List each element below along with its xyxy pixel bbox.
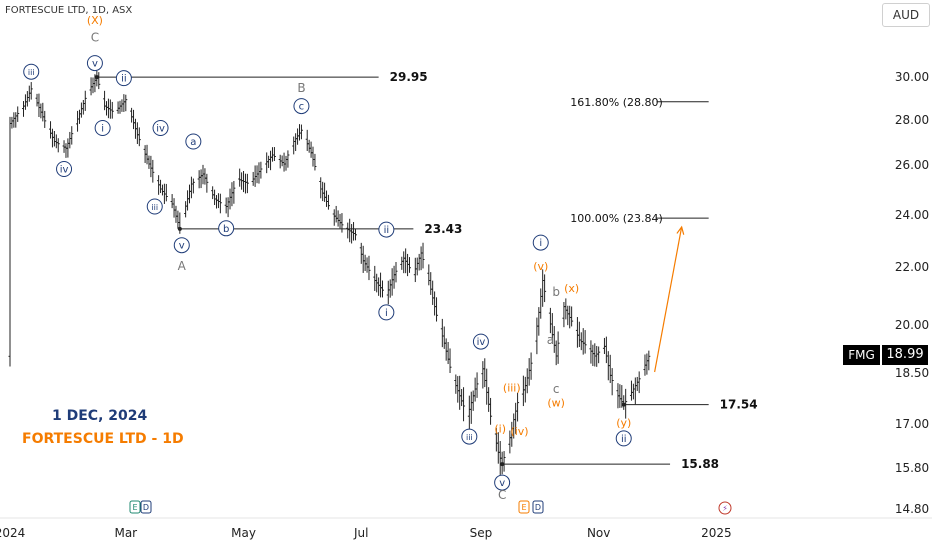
wave-label-circle bbox=[378, 221, 395, 238]
wave-label: v bbox=[92, 59, 98, 70]
projection-arrow-head bbox=[676, 225, 685, 235]
wave-label: ii bbox=[121, 74, 127, 85]
wave-label-circle bbox=[378, 304, 395, 321]
wave-label: v bbox=[499, 478, 505, 489]
x-tick-label: 2024 bbox=[0, 526, 25, 540]
earnings-icon-glyph: E bbox=[521, 503, 526, 512]
y-tick-label: 24.00 bbox=[895, 208, 929, 222]
y-tick-label: 14.80 bbox=[895, 502, 929, 516]
chart-title: FORTESCUE LTD, 1D, ASX bbox=[5, 5, 133, 16]
wave-label-circle bbox=[218, 220, 235, 237]
wave-label: iv bbox=[477, 337, 486, 348]
wave-label: (iv) bbox=[510, 425, 528, 438]
dividend-icon-glyph: D bbox=[143, 503, 149, 512]
earnings-icon-glyph: E bbox=[132, 503, 137, 512]
wave-label: b bbox=[552, 285, 560, 299]
wave-label: iv bbox=[60, 165, 69, 176]
y-tick-label: 28.00 bbox=[895, 113, 929, 127]
fib-level-label: 161.80% (28.80) bbox=[570, 96, 663, 109]
y-tick-label: 15.80 bbox=[895, 461, 929, 475]
level-label: 17.54 bbox=[720, 398, 758, 412]
earnings-icon bbox=[518, 500, 530, 514]
info-date: 1 DEC, 2024 bbox=[52, 408, 148, 424]
x-tick-label: Jul bbox=[353, 526, 368, 540]
wave-label-circle bbox=[532, 234, 549, 251]
level-anchor-dot bbox=[94, 75, 99, 80]
x-tick-label: Nov bbox=[587, 526, 610, 540]
wave-label-circle bbox=[173, 237, 190, 254]
wave-label: (x) bbox=[564, 282, 579, 295]
wave-label: i bbox=[101, 124, 104, 135]
last-price-ticker: FMG bbox=[843, 345, 880, 365]
wave-label: B bbox=[297, 81, 305, 95]
dividend-icon bbox=[140, 500, 152, 514]
wave-label: (X) bbox=[87, 14, 103, 27]
info-symbol-name: FORTESCUE LTD - 1D bbox=[22, 431, 184, 447]
wave-label: (v) bbox=[533, 260, 548, 273]
wave-label: ii bbox=[384, 225, 390, 236]
wave-label: (w) bbox=[547, 397, 565, 410]
x-tick-label: May bbox=[231, 526, 256, 540]
x-tick-label: Mar bbox=[114, 526, 137, 540]
y-tick-label: 22.00 bbox=[895, 260, 929, 274]
wave-label: (iii) bbox=[503, 381, 521, 394]
wave-label-circle bbox=[185, 133, 202, 150]
dividend-icon-glyph: D bbox=[535, 503, 541, 512]
level-label: 15.88 bbox=[681, 457, 719, 471]
wave-label-circle bbox=[115, 70, 132, 87]
wave-label-circle bbox=[86, 55, 103, 72]
wave-label: i bbox=[385, 308, 388, 319]
wave-label: C bbox=[91, 30, 99, 44]
wave-label-circle bbox=[152, 120, 169, 136]
wave-label: ii bbox=[621, 434, 627, 445]
wave-label: a bbox=[547, 333, 554, 347]
y-tick-label: 26.00 bbox=[895, 158, 929, 172]
wave-label: i bbox=[539, 238, 542, 249]
y-tick-label: 18.50 bbox=[895, 366, 929, 380]
y-tick-label: 30.00 bbox=[895, 70, 929, 84]
wave-label: A bbox=[178, 259, 187, 273]
event-icon bbox=[718, 501, 732, 515]
wave-label: (y) bbox=[616, 416, 631, 429]
wave-label-circle bbox=[56, 161, 73, 177]
wave-label-circle bbox=[615, 430, 632, 447]
wave-label: c bbox=[553, 382, 560, 396]
wave-label: b bbox=[223, 224, 229, 235]
wave-label: C bbox=[498, 488, 506, 502]
projection-arrow bbox=[654, 226, 683, 373]
wave-label: c bbox=[299, 102, 305, 113]
currency-button[interactable]: AUD bbox=[882, 3, 930, 27]
wave-label-circle bbox=[494, 474, 511, 491]
wave-label: v bbox=[179, 241, 185, 252]
fib-level-label: 100.00% (23.84) bbox=[570, 212, 663, 225]
earnings-icon bbox=[129, 500, 141, 514]
wave-label: a bbox=[190, 137, 196, 148]
x-tick-label: 2025 bbox=[701, 526, 732, 540]
wave-label-circle bbox=[293, 98, 310, 115]
wave-label-circle bbox=[472, 333, 489, 350]
wave-label: (i) bbox=[494, 423, 506, 436]
y-tick-label: 20.00 bbox=[895, 318, 929, 332]
wave-label-circle bbox=[461, 428, 478, 445]
level-anchor-dot bbox=[177, 226, 182, 231]
y-tick-label: 17.00 bbox=[895, 417, 929, 431]
wave-label-circle bbox=[23, 63, 40, 80]
x-tick-label: Sep bbox=[470, 526, 493, 540]
wave-label-circle bbox=[146, 198, 163, 215]
wave-label: iii bbox=[151, 203, 158, 212]
level-label: 29.95 bbox=[390, 70, 428, 84]
wave-label: iii bbox=[466, 433, 473, 442]
wave-label-circle bbox=[94, 120, 111, 136]
dividend-icon bbox=[532, 500, 544, 514]
last-price-value: 18.99 bbox=[882, 345, 928, 365]
wave-label: iv bbox=[156, 124, 165, 135]
event-icon-glyph: ⚡ bbox=[722, 504, 728, 513]
wave-label: iii bbox=[28, 68, 35, 77]
level-anchor-dot bbox=[500, 462, 505, 467]
level-label: 23.43 bbox=[424, 222, 462, 236]
level-anchor-dot bbox=[621, 402, 626, 407]
